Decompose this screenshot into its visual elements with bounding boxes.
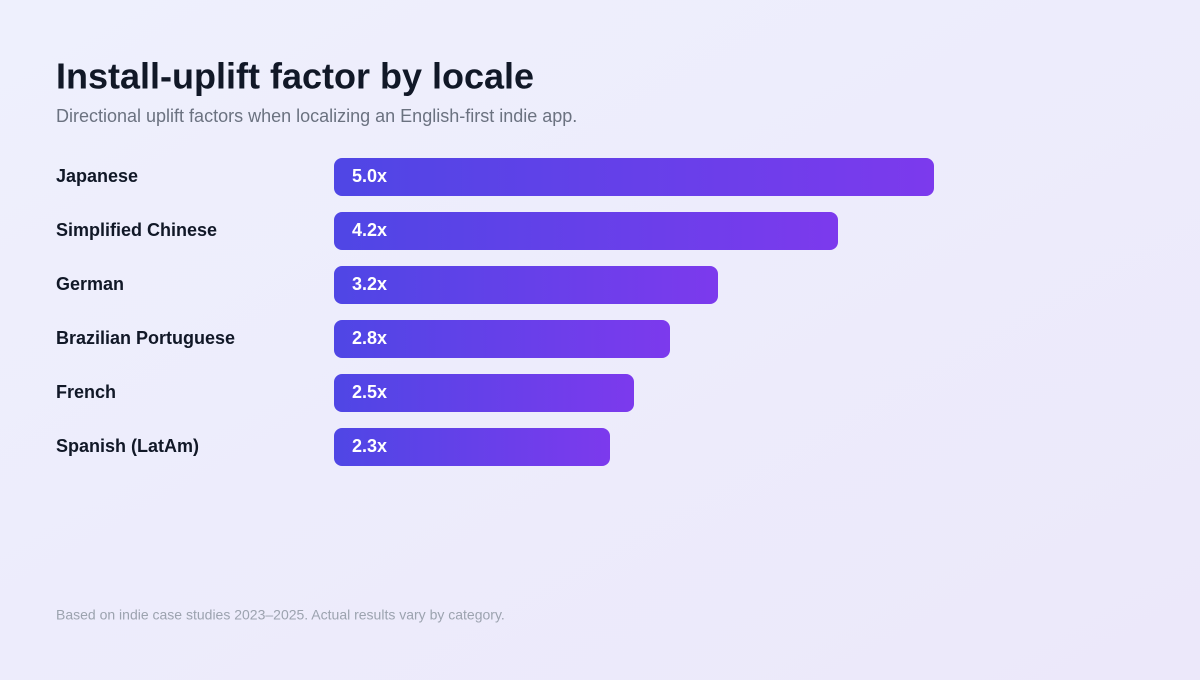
value-label: 2.5x [352,382,387,402]
value-label: 4.2x [352,220,387,240]
value-label: 3.2x [352,274,387,294]
chart-title: Install-uplift factor by locale [56,56,534,97]
bar [334,428,610,466]
bar [334,320,670,358]
value-label: 2.8x [352,328,387,348]
value-label: 2.3x [352,436,387,456]
bars: Japanese 5.0x Simplified Chinese 4.2x German… [56,158,934,466]
category-label: Spanish (LatAm) [56,436,199,456]
category-label: Brazilian Portuguese [56,328,235,348]
category-label: Japanese [56,166,138,186]
bar [334,266,718,304]
bar [334,158,934,196]
bar [334,212,838,250]
category-label: Simplified Chinese [56,220,217,240]
chart-subtitle: Directional uplift factors when localizi… [56,106,577,126]
category-label: German [56,274,124,294]
value-label: 5.0x [352,166,387,186]
category-label: French [56,382,116,402]
bar [334,374,634,412]
footnote: Based on indie case studies 2023–2025. A… [56,607,505,623]
